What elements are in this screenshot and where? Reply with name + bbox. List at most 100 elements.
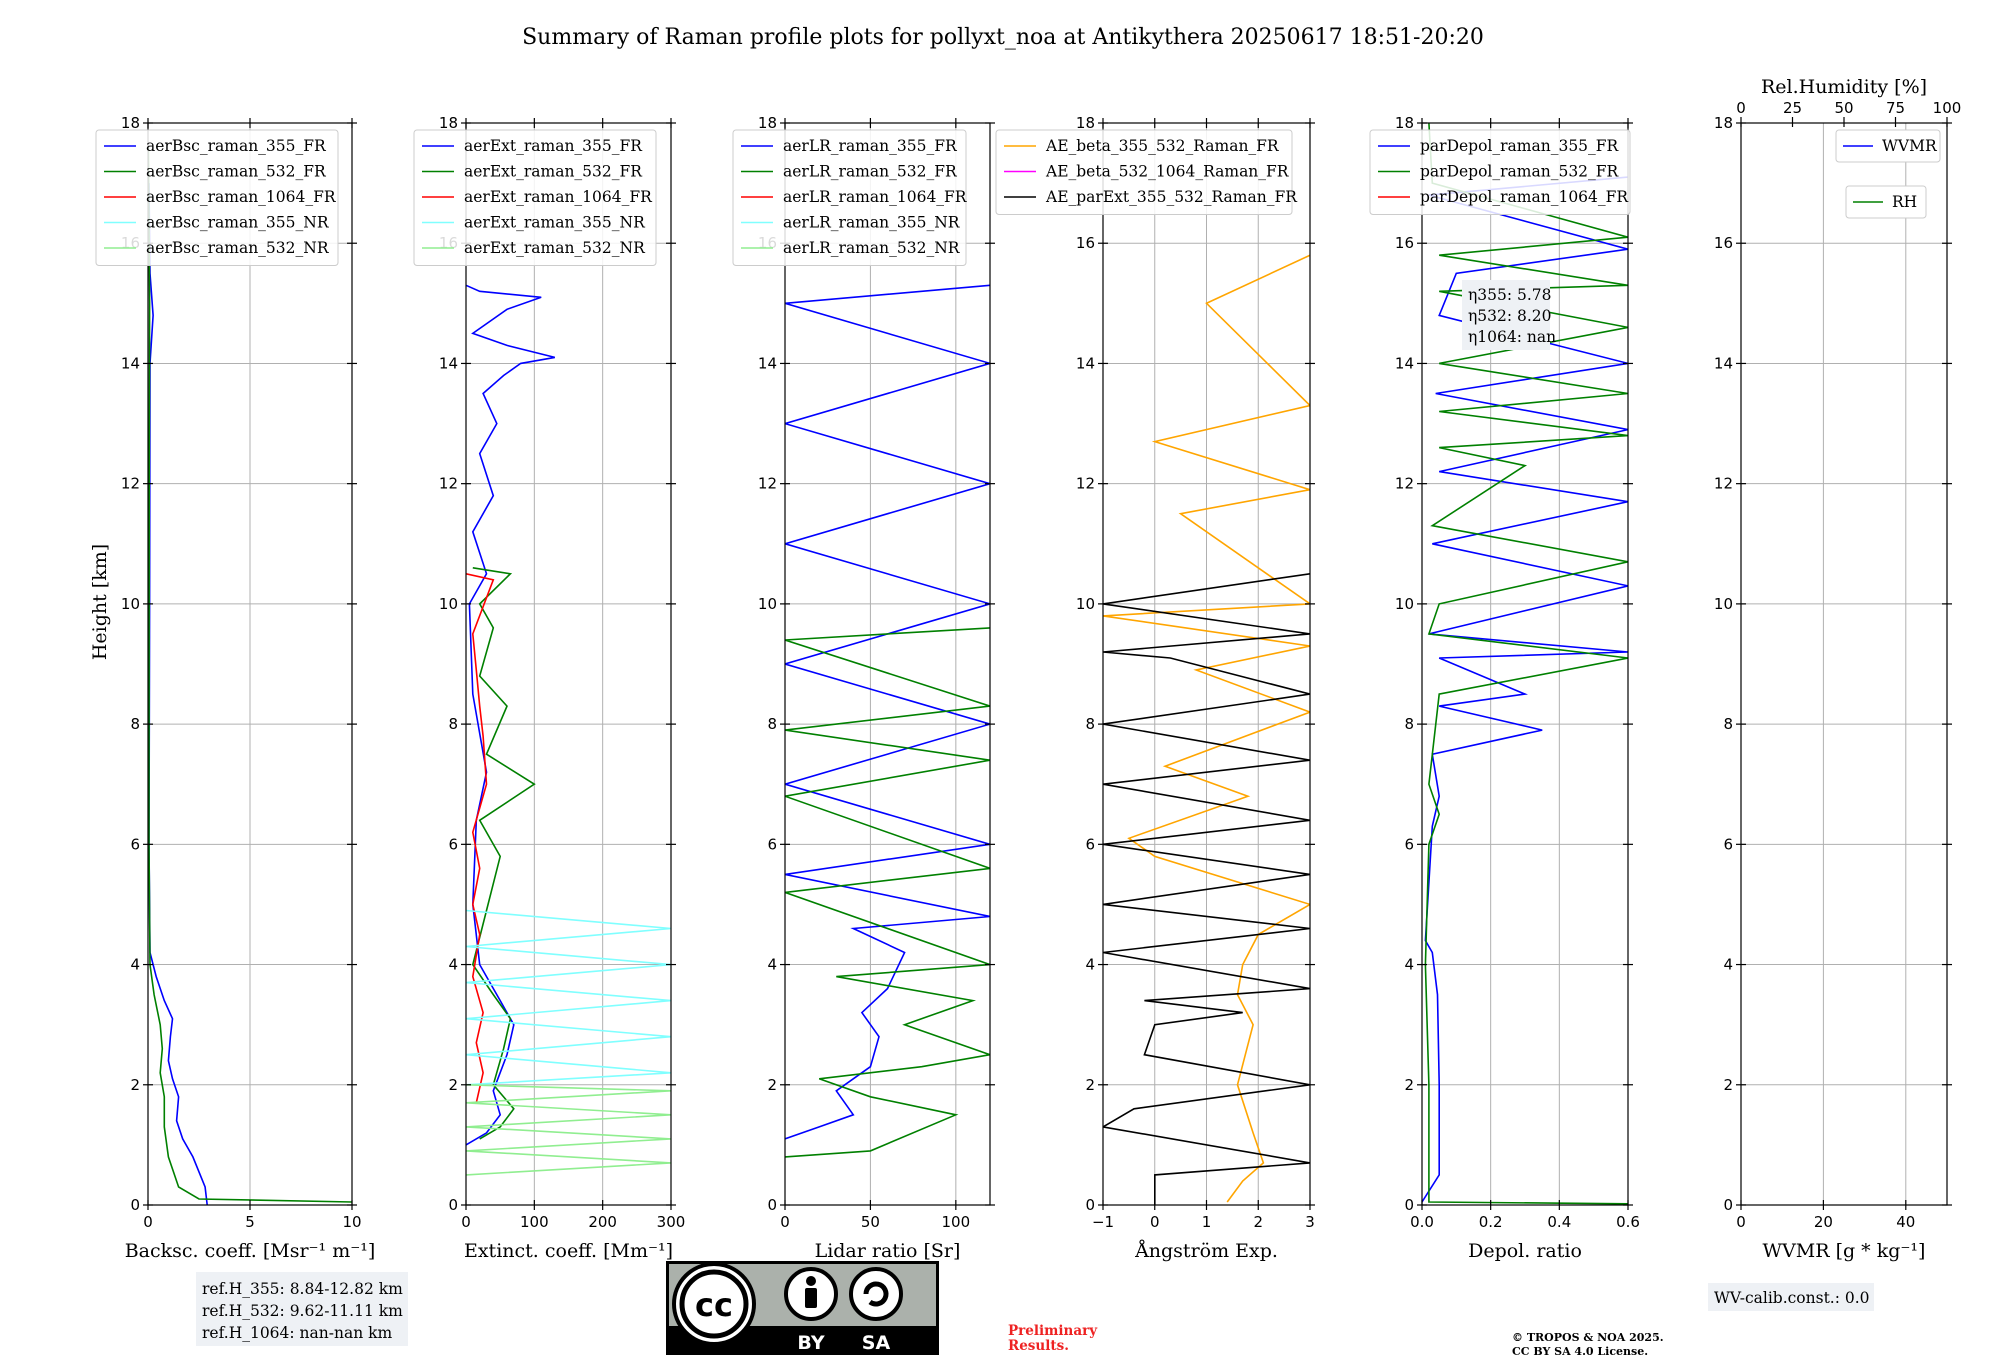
ref-height-1064: ref.H_1064: nan-nan km (202, 1324, 393, 1342)
y-tick-label: 2 (1723, 1076, 1733, 1094)
series-line-aerLR_raman_355_FR (785, 284, 990, 1140)
y-tick-label: 4 (448, 956, 458, 974)
x-tick-label: 20 (1814, 1213, 1833, 1231)
legend-entry: aerBsc_raman_532_FR (146, 163, 327, 181)
y-tick-label: 2 (767, 1076, 777, 1094)
y-tick-label: 6 (1085, 835, 1095, 853)
y-tick-label: 16 (1076, 234, 1095, 252)
figure-title: Summary of Raman profile plots for polly… (522, 25, 1484, 50)
y-tick-label: 18 (1395, 114, 1414, 132)
y-tick-label: 12 (439, 475, 458, 493)
legend-box (1369, 129, 1631, 215)
legend-entry: aerLR_raman_532_NR (783, 239, 961, 257)
legend-entry: WVMR (1882, 137, 1938, 155)
y-tick-label: 14 (758, 354, 777, 372)
y-tick-label: 10 (121, 595, 140, 613)
y-tick-label: 18 (758, 114, 777, 132)
copyright-line-2: CC BY SA 4.0 License. (1512, 1345, 1648, 1358)
axes-frame (465, 122, 672, 1206)
y-tick-label: 14 (121, 354, 140, 372)
series-line-aerExt_raman_532_NR (466, 1084, 671, 1176)
x-tick-label: 0.4 (1547, 1213, 1571, 1231)
cc-text: cc (695, 1286, 733, 1324)
series-group (466, 284, 671, 1176)
legend-entry: aerBsc_raman_355_FR (146, 137, 327, 155)
y-tick-label: 0 (448, 1196, 458, 1214)
y-tick-label: 6 (448, 835, 458, 853)
y-tick-label: 18 (439, 114, 458, 132)
x-tick-label: 100 (942, 1213, 971, 1231)
top-tick-label: 0 (1736, 99, 1746, 117)
axes-frame (1421, 122, 1629, 1206)
legend-box (1845, 185, 1927, 219)
y-tick-label: 0 (130, 1196, 140, 1214)
y-tick-label: 18 (1076, 114, 1095, 132)
x-axis-label: Depol. ratio (1468, 1240, 1582, 1262)
y-tick-label: 0 (1404, 1196, 1414, 1214)
person-head-icon (806, 1276, 816, 1286)
legend-box (413, 129, 657, 266)
x-tick-label: 50 (861, 1213, 880, 1231)
legend-entry: aerBsc_raman_355_NR (146, 214, 330, 232)
y-tick-label: 16 (1714, 234, 1733, 252)
y-tick-label: 6 (1723, 835, 1733, 853)
y-tick-label: 14 (1395, 354, 1414, 372)
x-tick-label: 10 (342, 1213, 361, 1231)
eta-value: η1064: nan (1468, 328, 1556, 346)
preliminary-line-2: Results. (1008, 1338, 1069, 1354)
top-tick-label: 100 (1933, 99, 1962, 117)
y-tick-label: 8 (1723, 715, 1733, 733)
legend-entry: RH (1892, 193, 1917, 211)
sa-label: SA (862, 1332, 891, 1354)
eta-value: η532: 8.20 (1468, 307, 1552, 325)
y-tick-label: 8 (767, 715, 777, 733)
series-line-AE_parExt_355_532_Raman_FR (1103, 573, 1310, 1205)
y-tick-label: 18 (121, 114, 140, 132)
y-tick-label: 18 (1714, 114, 1733, 132)
y-tick-label: 2 (130, 1076, 140, 1094)
series-line-aerExt_raman_1064_FR (466, 573, 495, 1103)
y-tick-label: 2 (448, 1076, 458, 1094)
legend-entry: parDepol_raman_532_FR (1420, 163, 1620, 181)
x-axis-label: Backsc. coeff. [Msr⁻¹ m⁻¹] (125, 1240, 376, 1262)
series-line-aerExt_raman_355_NR (466, 909, 671, 1086)
legend-box (732, 129, 967, 266)
x-tick-label: 0 (1736, 1213, 1746, 1231)
legend: AE_beta_355_532_Raman_FR AE_beta_532_1064… (995, 129, 1298, 215)
y-tick-label: 4 (1085, 956, 1095, 974)
y-tick-label: 4 (1723, 956, 1733, 974)
y-tick-label: 14 (439, 354, 458, 372)
y-tick-label: 12 (1714, 475, 1733, 493)
legend-entry: aerExt_raman_532_FR (464, 163, 643, 181)
axes-frame (784, 122, 991, 1206)
legend-entry: aerBsc_raman_1064_FR (146, 188, 337, 206)
x-tick-label: 0 (780, 1213, 790, 1231)
legend: aerExt_raman_355_FR aerExt_raman_532_FRae… (413, 129, 657, 266)
legend: aerBsc_raman_355_FR aerBsc_raman_532_FRae… (95, 129, 339, 266)
x-tick-label: 0.2 (1479, 1213, 1503, 1231)
y-tick-label: 10 (1076, 595, 1095, 613)
y-tick-label: 12 (1076, 475, 1095, 493)
reference-heights-box: ref.H_355: 8.84-12.82 km ref.H_532: 9.62… (196, 1272, 408, 1346)
x-tick-label: 0 (143, 1213, 153, 1231)
x-tick-label: 2 (1253, 1213, 1263, 1231)
x-tick-label: 3 (1305, 1213, 1315, 1231)
legend: aerLR_raman_355_FR aerLR_raman_532_FR aerL… (732, 129, 968, 266)
x-axis-label: Extinct. coeff. [Mm⁻¹] (464, 1240, 673, 1262)
legend-box (995, 129, 1293, 215)
y-tick-label: 8 (1404, 715, 1414, 733)
ref-height-532: ref.H_532: 9.62-11.11 km (202, 1302, 403, 1320)
y-tick-label: 8 (1085, 715, 1095, 733)
y-tick-label: 2 (1085, 1076, 1095, 1094)
series-line-aerExt_raman_355_FR (466, 284, 555, 1146)
series-group (785, 284, 990, 1158)
panel-backscatter: 0246810121416180510Backsc. coeff. [Msr⁻¹… (95, 114, 376, 1262)
legend-entry: aerLR_raman_1064_FR (783, 188, 968, 206)
x-tick-label: 40 (1896, 1213, 1915, 1231)
y-tick-label: 8 (130, 715, 140, 733)
x-tick-label: 0 (461, 1213, 471, 1231)
eta-value: η355: 5.78 (1468, 286, 1552, 304)
y-tick-label: 12 (1395, 475, 1414, 493)
legend-entry: parDepol_raman_355_FR (1420, 137, 1620, 155)
